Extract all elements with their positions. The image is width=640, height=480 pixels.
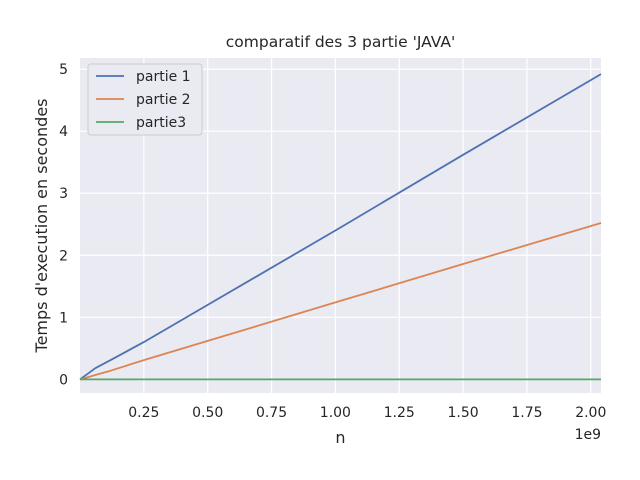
x-tick-label: 1.25: [384, 405, 415, 421]
x-axis-offset-label: 1e9: [575, 427, 601, 443]
series-line-2: [79, 222, 602, 381]
x-tick-label: 0.25: [128, 405, 159, 421]
y-tick-label: 1: [59, 310, 68, 326]
y-tick-label: 4: [59, 124, 68, 140]
series-line-1: [79, 73, 602, 381]
legend-label: partie 2: [136, 92, 191, 108]
y-tick-label: 5: [59, 62, 68, 78]
y-tick-label: 3: [59, 186, 68, 202]
legend-label: partie3: [136, 115, 186, 131]
x-tick-labels: 0.25 0.50 0.75 1.00 1.25 1.50 1.75 2.00: [128, 405, 606, 421]
chart-title: comparatif des 3 partie 'JAVA': [226, 33, 455, 51]
legend: partie 1 partie 2 partie3: [87, 63, 203, 136]
y-axis-label: Temps d'execution en secondes: [32, 99, 51, 354]
x-tick-label: 1.75: [511, 405, 542, 421]
y-tick-label: 0: [59, 372, 68, 388]
x-tick-label: 0.75: [256, 405, 287, 421]
x-tick-label: 0.50: [192, 405, 223, 421]
y-tick-label: 2: [59, 248, 68, 264]
series-layer: [79, 73, 602, 381]
x-tick-label: 1.00: [320, 405, 351, 421]
x-axis-label: n: [335, 428, 345, 447]
legend-frame: [87, 63, 203, 136]
y-tick-labels: 0 1 2 3 4 5: [59, 62, 68, 388]
x-tick-label: 2.00: [575, 405, 606, 421]
x-tick-label: 1.50: [448, 405, 479, 421]
legend-label: partie 1: [136, 69, 191, 85]
